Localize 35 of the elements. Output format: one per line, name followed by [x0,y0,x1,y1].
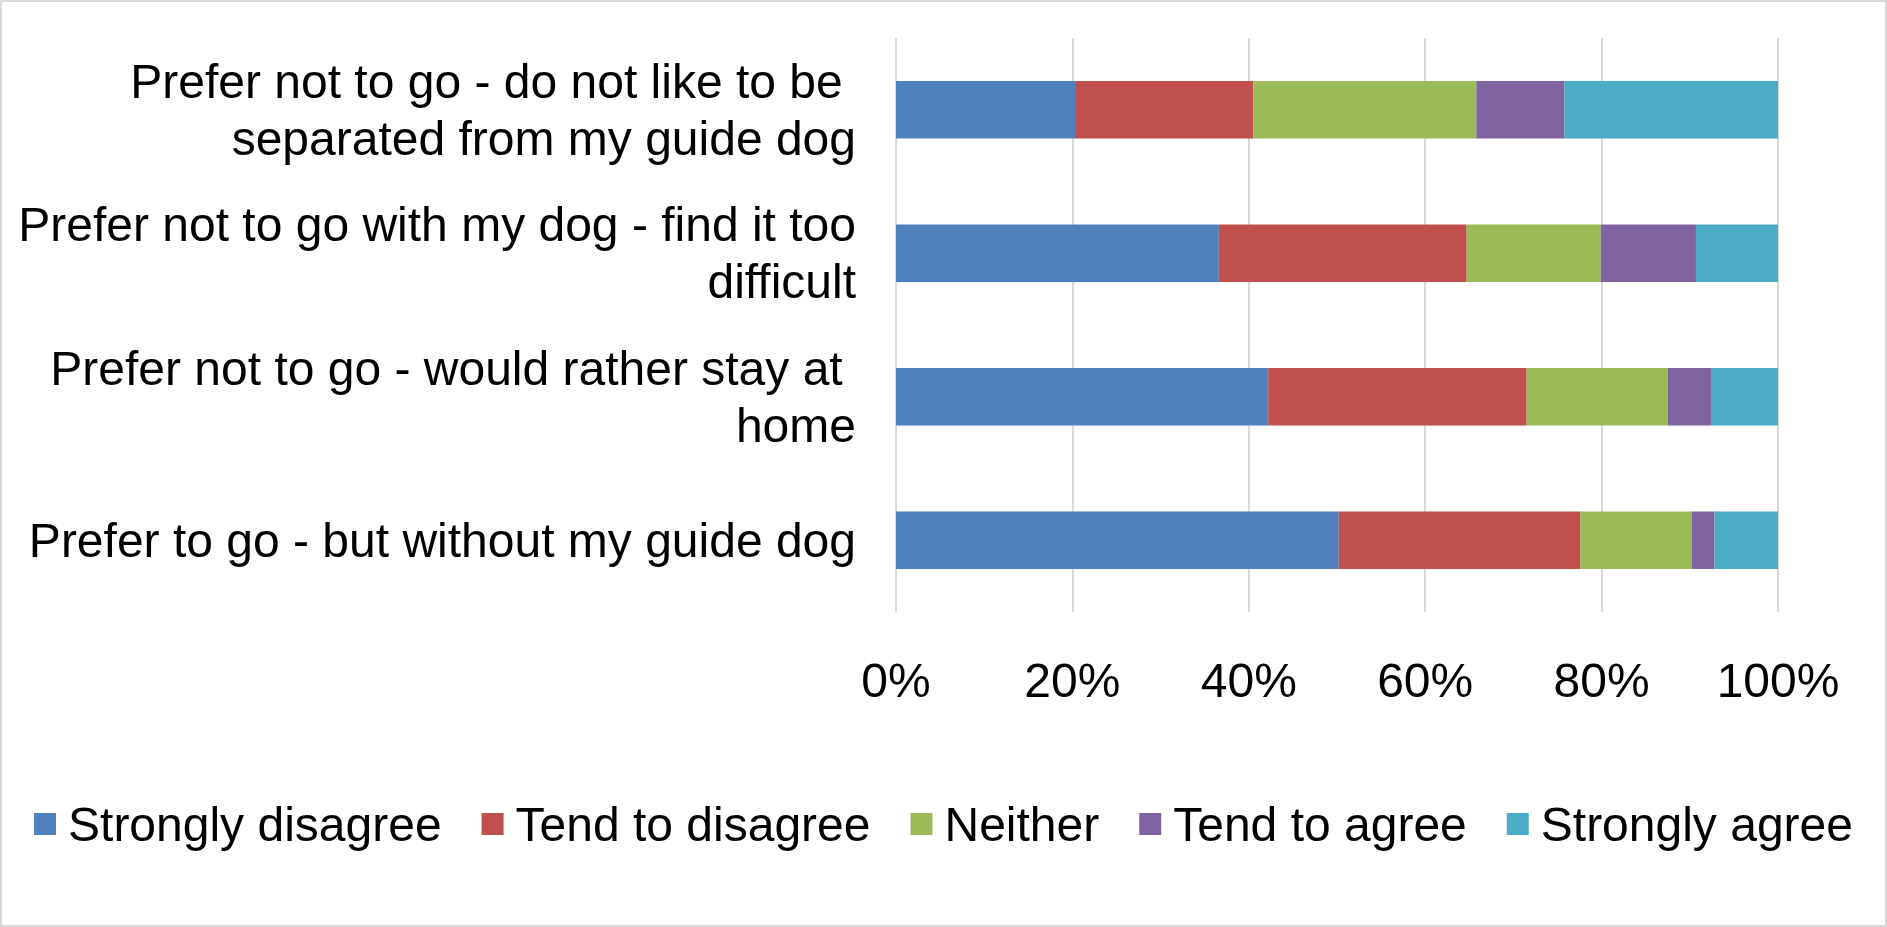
bar [1695,224,1778,282]
bar [1338,511,1581,569]
legend-label: Strongly disagree [68,797,442,851]
x-tick-label: 100% [1716,653,1840,707]
bar [1218,224,1467,282]
bar [1667,368,1711,426]
x-tick-label: 40% [1200,653,1297,707]
bar [1526,368,1668,426]
bar [1564,81,1778,139]
legend-label: Strongly agree [1540,797,1853,851]
bar [1714,511,1778,569]
bar [896,224,1219,282]
y-tick-label: Prefer not to go with my dog - find it too difficult [18,198,856,309]
bar [1253,81,1477,139]
bar [1476,81,1565,139]
bar [1600,224,1696,282]
bar [1268,368,1527,426]
x-tick-label: 80% [1553,653,1650,707]
bar [1710,368,1778,426]
bar [896,368,1269,426]
bar [896,511,1339,569]
y-tick-label: Prefer not to go - would rather stay at home [50,341,856,452]
x-tick-label: 0% [861,653,931,707]
y-tick-label: Prefer to go - but without my guide dog [28,513,856,567]
bar [896,81,1076,139]
legend-label: Tend to agree [1173,797,1467,851]
y-tick-label: Prefer not to go - do not like to be separated from my guide dog [130,54,856,165]
legend-label: Neither [944,797,1100,851]
legend-label: Tend to disagree [515,797,871,851]
bar [1075,81,1254,139]
bar [1580,511,1692,569]
x-tick-label: 20% [1024,653,1121,707]
bar [1466,224,1601,282]
x-tick-label: 60% [1377,653,1474,707]
bar [1691,511,1715,569]
